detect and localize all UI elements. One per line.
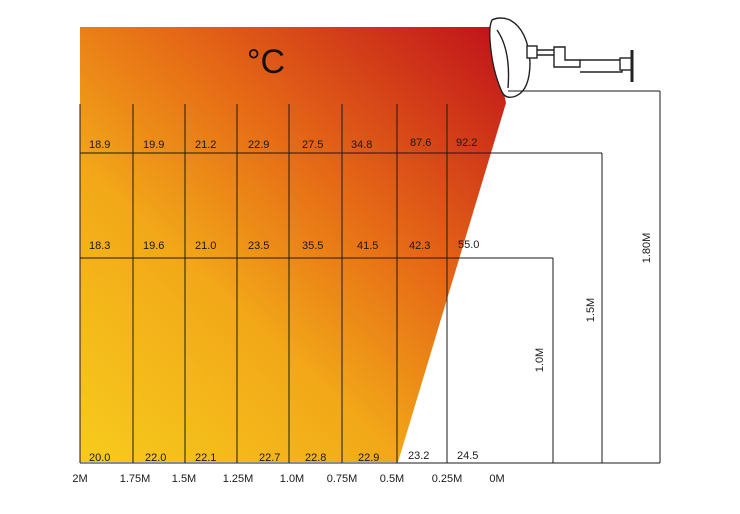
value-1-0m-0-25m: 55.0 (458, 239, 479, 251)
height-label-1-0m: 1.0M (534, 348, 546, 372)
value-1-0m-1-5m: 21.0 (195, 240, 216, 252)
height-labels: 1.80M 1.5M 1.0M (534, 233, 653, 373)
row-1-5m-values: 18.9 19.9 21.2 22.9 27.5 34.8 87.6 92.2 (89, 137, 477, 151)
value-1-0m-1-25m: 23.5 (248, 240, 269, 252)
value-1-0m-0-75m: 41.5 (357, 240, 378, 252)
distance-label-2m: 2M (72, 473, 87, 485)
height-label-1-80m: 1.80M (641, 233, 653, 264)
value-1-5m-1-75m: 19.9 (143, 139, 164, 151)
value-1-0m-1-75m: 19.6 (143, 240, 164, 252)
distance-axis-labels: 2M 1.75M 1.5M 1.25M 1.0M 0.75M 0.5M 0.25… (72, 473, 504, 485)
distance-label-1-5m: 1.5M (172, 473, 196, 485)
row-1-0m-values: 18.3 19.6 21.0 23.5 35.5 41.5 42.3 55.0 (89, 239, 479, 252)
distance-label-0m: 0M (489, 473, 504, 485)
value-1-0m-0-5m: 42.3 (409, 240, 430, 252)
value-1-5m-0-5m: 87.6 (410, 137, 431, 149)
value-0m-2m: 20.0 (89, 452, 110, 464)
unit-label: °C (247, 43, 285, 81)
value-1-5m-0-25m: 92.2 (456, 137, 477, 149)
value-1-0m-1-0m: 35.5 (302, 240, 323, 252)
distance-label-1-0m: 1.0M (280, 473, 304, 485)
value-1-0m-2m: 18.3 (89, 240, 110, 252)
value-0m-1-25m: 22.7 (259, 452, 280, 464)
value-0m-0-25m: 24.5 (457, 450, 478, 462)
value-1-5m-1-0m: 27.5 (302, 139, 323, 151)
value-0m-1-0m: 22.8 (305, 452, 326, 464)
value-0m-1-5m: 22.1 (195, 452, 216, 464)
distance-label-1-25m: 1.25M (223, 473, 254, 485)
distance-label-0-75m: 0.75M (327, 473, 358, 485)
height-label-1-5m: 1.5M (585, 298, 597, 322)
distance-label-0-5m: 0.5M (380, 473, 404, 485)
value-0m-1-75m: 22.0 (145, 452, 166, 464)
value-1-5m-1-25m: 22.9 (248, 139, 269, 151)
value-1-5m-0-75m: 34.8 (351, 139, 372, 151)
heat-zone (80, 27, 506, 462)
value-1-5m-2m: 18.9 (89, 139, 110, 151)
grid-lines (79, 90, 661, 464)
value-0m-0-5m: 23.2 (408, 450, 429, 462)
distance-label-0-25m: 0.25M (432, 473, 463, 485)
distance-label-1-75m: 1.75M (120, 473, 151, 485)
heater-icon (489, 17, 634, 99)
value-1-5m-1-5m: 21.2 (195, 139, 216, 151)
value-0m-0-75m: 22.9 (358, 452, 379, 464)
row-0m-values: 20.0 22.0 22.1 22.7 22.8 22.9 23.2 24.5 (89, 450, 478, 464)
